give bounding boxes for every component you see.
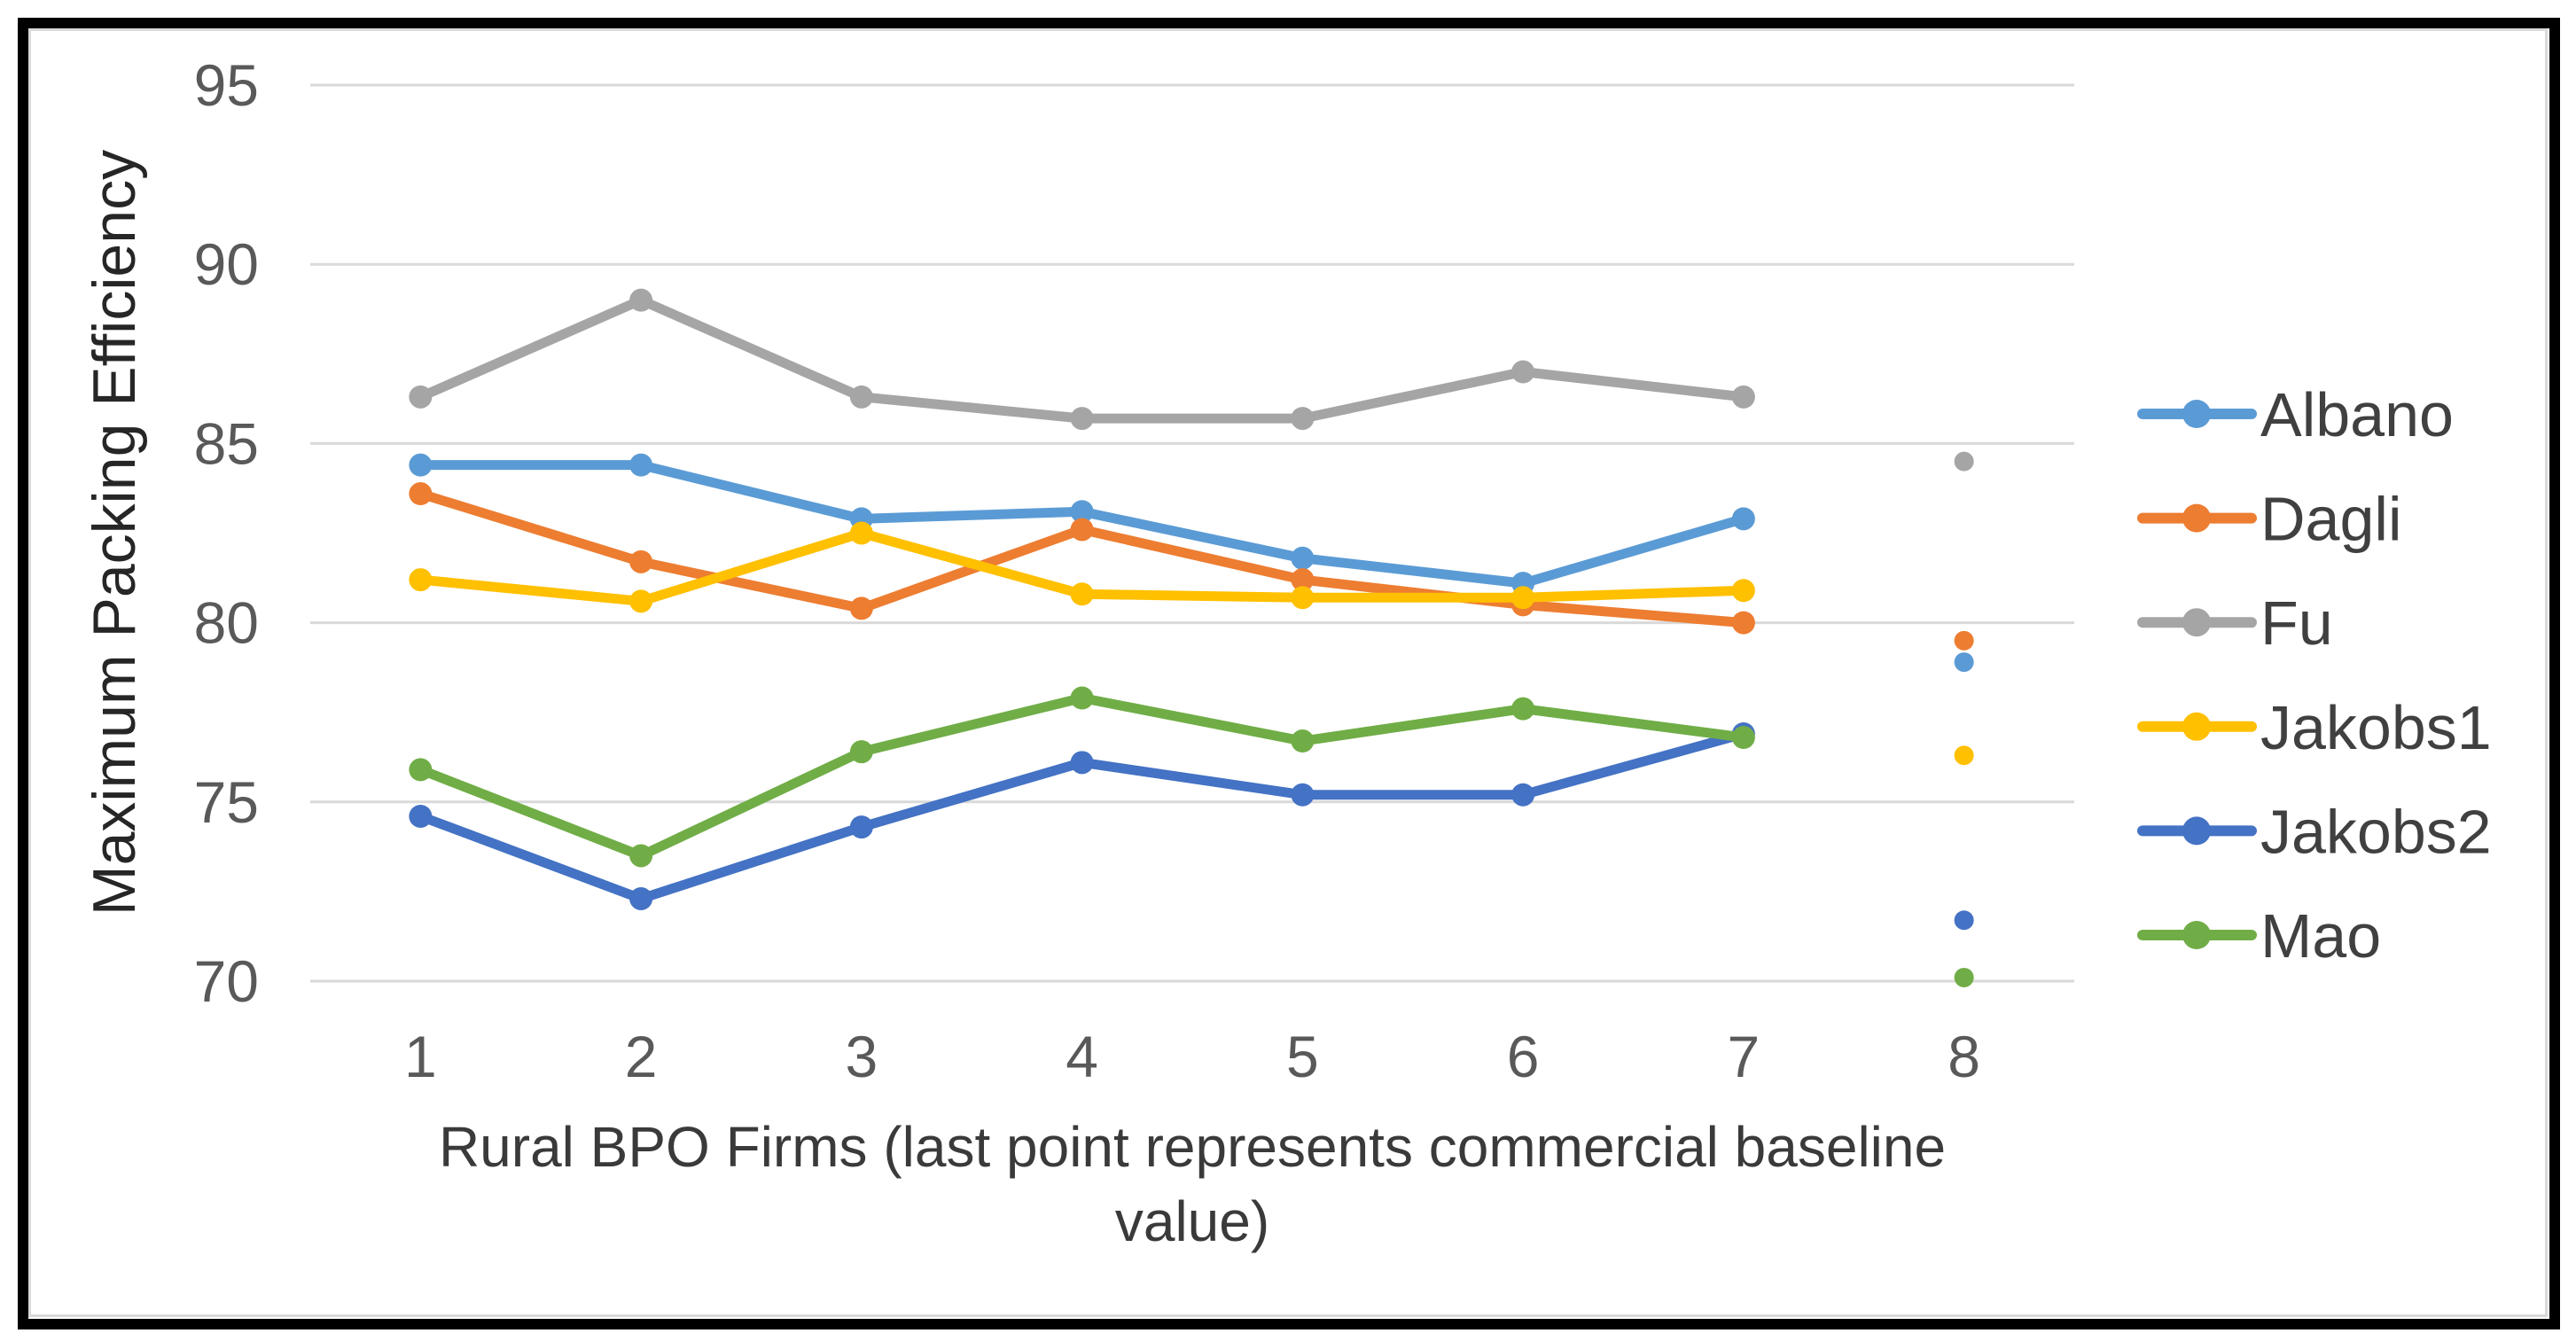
series-marker-Fu-6 [1511, 360, 1535, 384]
series-marker-Jakobs1-1 [409, 568, 433, 592]
y-tick-label: 90 [194, 231, 259, 297]
legend-marker-icon [2182, 816, 2211, 846]
x-tick-label: 5 [1286, 1024, 1319, 1089]
x-tick-label: 8 [1948, 1024, 1980, 1089]
series-marker-Jakobs1-5 [1291, 586, 1315, 610]
series-marker-Mao-3 [849, 740, 873, 764]
y-axis-title: Maximum Packing Efficiency [81, 150, 148, 916]
series-marker-Fu-5 [1291, 407, 1315, 431]
series-marker-Jakobs1-3 [849, 521, 873, 545]
series-marker-Jakobs2-3 [849, 815, 873, 839]
series-marker-Mao-1 [409, 758, 433, 782]
legend: Albano Dagli Fu Jakobs1 Jakobs2 Mao [2137, 380, 2492, 971]
series-marker-Jakobs1-7 [1731, 579, 1755, 603]
legend-label: Jakobs2 [2260, 797, 2492, 866]
x-tick-label: 4 [1066, 1024, 1098, 1089]
legend-marker-icon [2182, 608, 2211, 637]
series-marker-Fu-2 [629, 288, 653, 312]
series-marker-Albano-5 [1291, 546, 1315, 570]
series-marker-Fu-1 [409, 385, 433, 409]
legend-item-Jakobs1: Jakobs1 [2137, 693, 2492, 762]
series-marker-Jakobs2-2 [629, 886, 653, 910]
series-marker-Albano-7 [1731, 507, 1755, 531]
series-marker-Jakobs1-4 [1070, 582, 1094, 606]
y-tick-label: 80 [194, 590, 259, 656]
series-marker-Albano-2 [629, 453, 653, 477]
x-axis-title-line2: value) [1115, 1189, 1269, 1253]
series-marker-Mao-8 [1954, 967, 1974, 987]
series-marker-Jakobs2-1 [409, 804, 433, 828]
chart-area-border [28, 28, 2548, 1317]
x-tick-label: 2 [625, 1024, 658, 1089]
series-marker-Fu-4 [1070, 407, 1094, 431]
legend-item-Fu: Fu [2137, 589, 2333, 658]
y-tick-label: 70 [194, 948, 259, 1014]
series-marker-Jakobs2-8 [1954, 910, 1974, 931]
series-marker-Dagli-8 [1954, 630, 1974, 651]
x-tick-label: 3 [846, 1024, 878, 1089]
x-tick-label: 7 [1728, 1024, 1760, 1089]
legend-label: Albano [2260, 380, 2454, 449]
gridlines [310, 83, 2074, 983]
series-marker-Jakobs2-6 [1511, 783, 1535, 807]
x-axis-title-line1: Rural BPO Firms (last point represents c… [439, 1115, 1946, 1179]
series-marker-Fu-8 [1954, 451, 1974, 472]
legend-label: Dagli [2260, 485, 2402, 554]
series-marker-Dagli-4 [1070, 518, 1094, 542]
series-marker-Dagli-2 [629, 550, 653, 573]
series-marker-Albano-4 [1070, 500, 1094, 524]
series-marker-Mao-4 [1070, 686, 1094, 710]
series-marker-Albano-1 [409, 453, 433, 477]
series-Mao [409, 686, 1974, 987]
series-marker-Dagli-3 [849, 596, 873, 620]
legend-item-Dagli: Dagli [2137, 485, 2402, 554]
series-Jakobs1 [409, 521, 1974, 766]
legend-marker-icon [2182, 400, 2211, 428]
legend-marker-icon [2182, 921, 2211, 949]
plot-series [409, 288, 1974, 987]
x-axis-tick-labels: 1 2 3 4 5 6 7 8 [404, 1024, 1980, 1089]
series-marker-Mao-5 [1291, 729, 1315, 753]
legend-item-Mao: Mao [2137, 901, 2381, 971]
x-tick-label: 6 [1507, 1024, 1540, 1089]
y-axis-tick-labels: 95 90 85 80 75 70 [194, 52, 259, 1014]
series-marker-Mao-7 [1731, 726, 1755, 750]
series-marker-Jakobs1-2 [629, 589, 653, 613]
x-tick-label: 1 [404, 1024, 437, 1089]
y-tick-label: 75 [194, 769, 259, 835]
y-tick-label: 95 [194, 52, 259, 118]
outer-black-frame [18, 18, 2560, 1329]
legend-marker-icon [2182, 712, 2211, 741]
legend-marker-icon [2182, 503, 2211, 533]
series-marker-Jakobs2-4 [1070, 751, 1094, 775]
series-marker-Dagli-7 [1731, 611, 1755, 635]
series-marker-Mao-2 [629, 844, 653, 868]
series-marker-Fu-3 [849, 385, 873, 409]
series-marker-Mao-6 [1511, 697, 1535, 721]
series-marker-Jakobs1-8 [1954, 745, 1974, 766]
series-marker-Fu-7 [1731, 385, 1755, 409]
legend-item-Albano: Albano [2137, 380, 2454, 449]
series-marker-Albano-8 [1954, 652, 1974, 673]
series-marker-Dagli-5 [1291, 568, 1315, 592]
series-marker-Jakobs1-6 [1511, 586, 1535, 610]
legend-label: Mao [2260, 901, 2381, 971]
y-tick-label: 85 [194, 410, 259, 476]
series-Fu [409, 288, 1974, 472]
legend-label: Fu [2260, 589, 2333, 658]
series-marker-Jakobs2-5 [1291, 783, 1315, 807]
legend-item-Jakobs2: Jakobs2 [2137, 797, 2492, 866]
legend-label: Jakobs1 [2260, 693, 2492, 762]
series-marker-Dagli-1 [409, 482, 433, 506]
